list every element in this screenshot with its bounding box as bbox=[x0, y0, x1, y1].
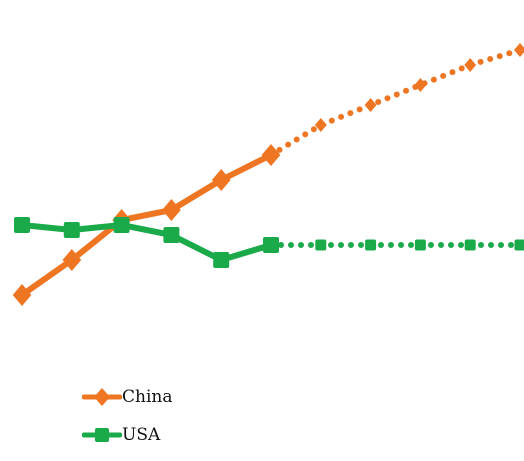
china-point-5 bbox=[212, 169, 231, 191]
usa-legend-marker-icon bbox=[82, 423, 122, 447]
china-series-line-actual bbox=[22, 155, 271, 295]
line-chart bbox=[0, 0, 524, 447]
usa-point-4 bbox=[163, 227, 179, 243]
china-series-line-forecast bbox=[271, 50, 520, 155]
legend-label-china: China bbox=[122, 386, 172, 408]
usa-point-5 bbox=[213, 252, 229, 268]
usa-point-8 bbox=[365, 240, 376, 251]
usa-legend-square bbox=[95, 428, 109, 442]
usa-point-3 bbox=[114, 217, 130, 233]
usa-point-9 bbox=[415, 240, 426, 251]
usa-point-1 bbox=[14, 217, 30, 233]
usa-point-2 bbox=[64, 222, 80, 238]
usa-series-line-actual bbox=[22, 225, 271, 260]
usa-point-6 bbox=[263, 237, 279, 253]
china-point-9 bbox=[415, 78, 427, 92]
china-point-6 bbox=[262, 144, 281, 166]
china-legend-marker-icon bbox=[82, 385, 122, 409]
china-point-11 bbox=[514, 43, 524, 57]
china-point-8 bbox=[365, 98, 377, 112]
usa-point-11 bbox=[515, 240, 524, 251]
usa-point-7 bbox=[315, 240, 326, 251]
china-legend-diamond bbox=[94, 388, 110, 406]
legend-label-usa: USA bbox=[122, 424, 160, 446]
usa-point-10 bbox=[465, 240, 476, 251]
china-point-4 bbox=[162, 199, 181, 221]
china-point-10 bbox=[464, 58, 476, 72]
